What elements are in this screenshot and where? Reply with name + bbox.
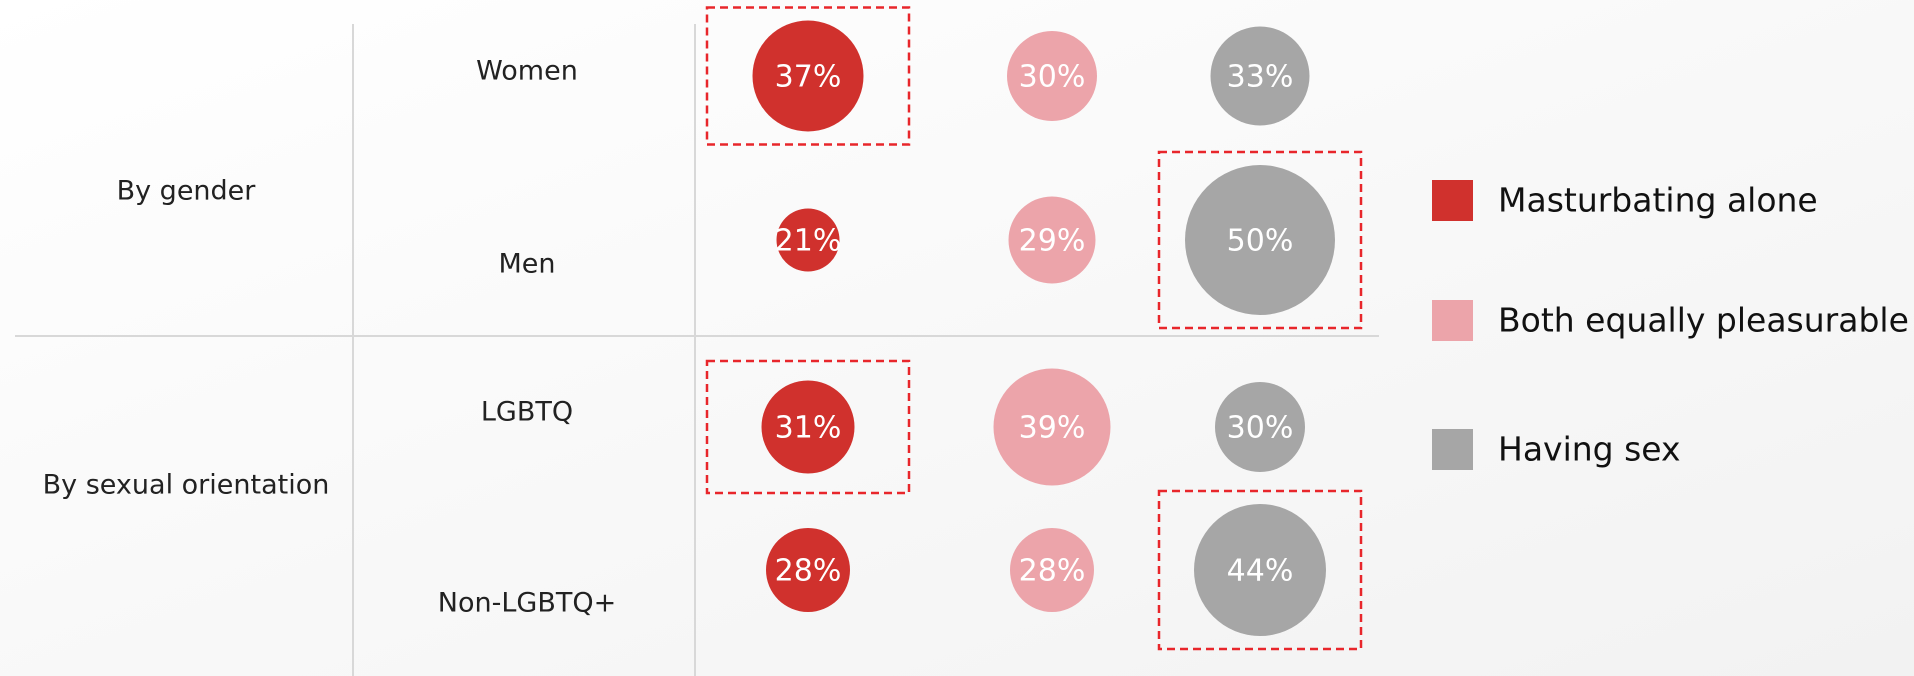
bubble bbox=[752, 20, 864, 132]
row-label: Women bbox=[476, 56, 578, 87]
bubble bbox=[1215, 382, 1305, 472]
bubble-label: 33% bbox=[1227, 60, 1294, 95]
bubble bbox=[761, 380, 855, 474]
bubble-label: 50% bbox=[1227, 224, 1294, 259]
row-label: Non-LGBTQ+ bbox=[438, 588, 616, 619]
bubble bbox=[1194, 504, 1326, 636]
row-label: Men bbox=[498, 249, 555, 280]
bubble bbox=[1185, 165, 1335, 315]
bubble-label: 30% bbox=[1227, 411, 1294, 446]
bubble-label: 28% bbox=[775, 554, 842, 589]
bubble bbox=[1008, 196, 1096, 284]
bubble-label: 37% bbox=[775, 60, 842, 95]
legend-label: Both equally pleasurable bbox=[1498, 301, 1909, 340]
bubble bbox=[1210, 26, 1310, 126]
group-label: By gender bbox=[117, 176, 257, 207]
bubble bbox=[1007, 31, 1097, 121]
bubble-label: 28% bbox=[1019, 554, 1086, 589]
bubble bbox=[766, 528, 850, 612]
legend-label: Having sex bbox=[1498, 430, 1681, 469]
bubble-label: 39% bbox=[1019, 411, 1086, 446]
highlight-box bbox=[1157, 489, 1363, 651]
bubble bbox=[1010, 528, 1094, 612]
row-label: LGBTQ bbox=[481, 397, 573, 428]
bubble-label: 21% bbox=[775, 224, 842, 259]
group-label: By sexual orientation bbox=[43, 470, 330, 501]
bubble-label: 29% bbox=[1019, 224, 1086, 259]
bubble-label: 30% bbox=[1019, 60, 1086, 95]
legend-swatch bbox=[1432, 429, 1473, 470]
legend-label: Masturbating alone bbox=[1498, 181, 1818, 220]
bubble-label: 31% bbox=[775, 411, 842, 446]
highlight-box bbox=[705, 359, 911, 495]
bubble-label: 44% bbox=[1227, 554, 1294, 589]
legend-swatch bbox=[1432, 300, 1473, 341]
bubble bbox=[776, 208, 840, 272]
bubble bbox=[993, 368, 1111, 486]
legend-swatch bbox=[1432, 180, 1473, 221]
highlight-box bbox=[1157, 150, 1363, 330]
